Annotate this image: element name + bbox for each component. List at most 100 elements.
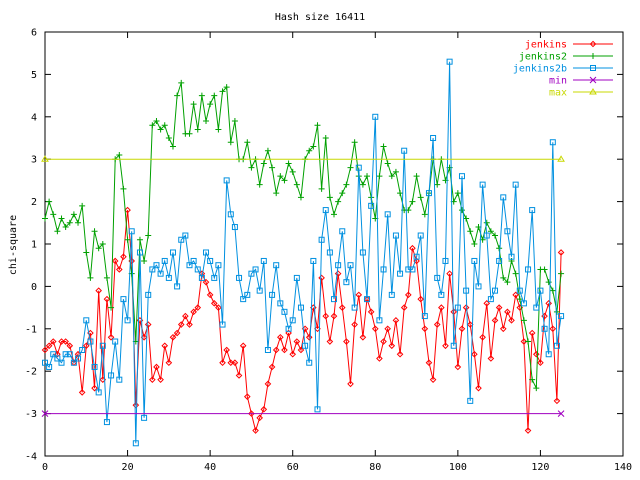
data-point [210, 300, 218, 307]
data-point [331, 211, 337, 218]
data-point [306, 359, 313, 366]
data-point [500, 194, 507, 201]
data-point [371, 325, 379, 333]
data-point [475, 283, 482, 290]
data-point [467, 228, 474, 235]
plot-area [41, 58, 565, 447]
data-point [401, 147, 408, 154]
data-point [186, 321, 193, 328]
data-point [120, 185, 127, 192]
data-point [269, 291, 276, 298]
data-point [318, 185, 325, 192]
data-point [438, 291, 445, 298]
data-point [512, 270, 519, 277]
data-point [331, 296, 337, 303]
data-point [545, 351, 552, 358]
data-point [145, 232, 152, 239]
y-tick-label: 5 [31, 70, 37, 81]
y-tick-label: 3 [31, 155, 37, 166]
data-point [124, 206, 131, 214]
data-point [116, 376, 123, 383]
data-point [58, 215, 65, 222]
series-min [41, 410, 565, 417]
data-point [430, 135, 437, 141]
data-point [434, 274, 441, 281]
data-point [203, 118, 210, 125]
data-point [285, 325, 292, 332]
data-point [149, 122, 156, 129]
data-point [433, 321, 441, 328]
data-point [417, 232, 424, 239]
data-point [421, 313, 428, 320]
data-point [421, 325, 429, 333]
data-point [174, 92, 181, 99]
data-point [310, 257, 317, 264]
data-point [528, 329, 536, 337]
data-point [504, 279, 511, 286]
chart-title: Hash size 16411 [275, 12, 365, 23]
data-point [355, 291, 363, 299]
data-point [384, 325, 391, 333]
data-point [557, 249, 565, 256]
x-tick-label: 0 [42, 462, 48, 473]
data-point [194, 126, 201, 133]
data-point [368, 202, 375, 209]
data-point [525, 266, 532, 273]
legend-marker-jenkins2 [590, 53, 596, 59]
data-point [454, 304, 461, 311]
data-point [397, 190, 404, 197]
data-point [405, 291, 412, 299]
data-point [541, 325, 548, 332]
data-point [293, 274, 300, 281]
data-point [376, 173, 383, 180]
data-point [487, 228, 494, 235]
data-point [108, 304, 115, 311]
data-point [124, 317, 131, 324]
data-point [532, 350, 540, 358]
data-point [305, 333, 313, 341]
data-point [83, 317, 90, 324]
data-point [392, 232, 399, 239]
data-point [343, 338, 350, 345]
data-point [136, 249, 143, 256]
data-point [165, 359, 173, 367]
data-point [103, 295, 111, 303]
data-point [79, 202, 86, 209]
data-point [215, 126, 222, 133]
data-point [215, 304, 222, 311]
data-point [49, 338, 57, 345]
data-point [421, 211, 428, 218]
data-point [372, 113, 379, 120]
data-point [124, 236, 131, 243]
data-point [87, 338, 94, 345]
data-point [293, 338, 301, 345]
data-point [499, 325, 507, 333]
data-point [215, 262, 222, 269]
data-point [442, 257, 449, 264]
data-point [219, 88, 226, 95]
data-point [471, 350, 478, 358]
legend-label-max: max [549, 88, 567, 99]
data-point [388, 342, 396, 350]
data-point [54, 228, 61, 235]
data-point [384, 211, 391, 218]
data-point [235, 372, 243, 379]
data-point [95, 389, 102, 396]
data-point [355, 164, 362, 171]
data-point [227, 139, 234, 146]
data-point [169, 143, 176, 150]
legend-label-jenkins2b: jenkins2b [513, 64, 567, 75]
data-point [252, 266, 259, 273]
data-point [74, 350, 82, 358]
data-point [343, 279, 350, 286]
data-point [78, 389, 86, 396]
data-point [178, 236, 185, 243]
data-point [62, 351, 69, 358]
data-point [91, 384, 98, 392]
data-point [487, 296, 494, 303]
data-point [243, 393, 251, 400]
data-point [120, 296, 127, 303]
data-point [289, 168, 296, 175]
data-point [169, 333, 177, 341]
data-point [174, 283, 181, 290]
